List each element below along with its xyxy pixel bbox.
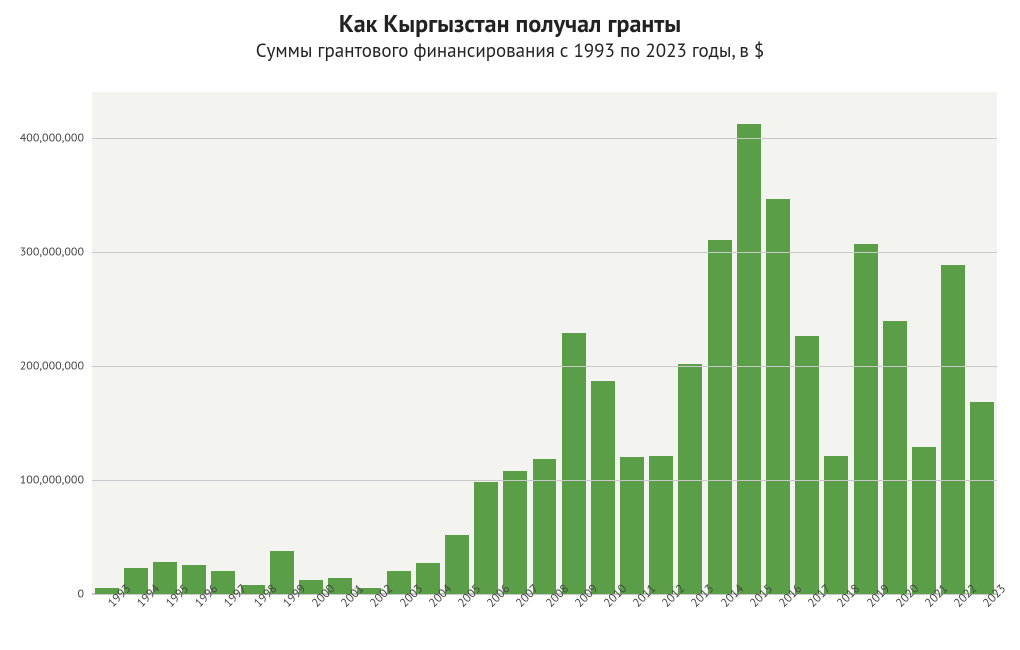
bar: [678, 364, 702, 594]
bar: [620, 457, 644, 594]
bar: [883, 321, 907, 594]
bar: [591, 381, 615, 594]
bar: [474, 482, 498, 594]
bar: [708, 240, 732, 594]
bar: [795, 336, 819, 594]
y-tick-label: 100,000,000: [20, 472, 92, 487]
y-tick-label: 400,000,000: [20, 130, 92, 145]
bar: [737, 124, 761, 594]
chart-plot-area: 0100,000,000200,000,000300,000,000400,00…: [92, 92, 997, 594]
chart-subtitle: Суммы грантового финансирования с 1993 п…: [0, 40, 1020, 63]
gridline: [92, 366, 997, 367]
bar: [941, 265, 965, 594]
chart-container: Как Кыргызстан получал гранты Суммы гран…: [0, 0, 1020, 650]
bars-layer: [92, 92, 997, 594]
bar: [503, 471, 527, 594]
bar: [970, 402, 994, 594]
bar: [854, 244, 878, 594]
y-tick-label: 300,000,000: [20, 244, 92, 259]
y-tick-label: 0: [77, 587, 92, 602]
bar: [562, 333, 586, 594]
bar: [766, 199, 790, 594]
gridline: [92, 252, 997, 253]
y-tick-label: 200,000,000: [20, 358, 92, 373]
bar: [824, 456, 848, 594]
gridline: [92, 480, 997, 481]
bar: [912, 447, 936, 594]
chart-title: Как Кыргызстан получал гранты: [0, 0, 1020, 38]
gridline: [92, 138, 997, 139]
bar: [649, 456, 673, 594]
